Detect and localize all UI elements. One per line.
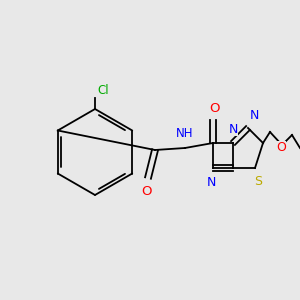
- Text: O: O: [209, 102, 220, 115]
- Text: Cl: Cl: [98, 83, 109, 97]
- Text: NH: NH: [176, 127, 193, 140]
- Text: N: N: [207, 176, 216, 188]
- Text: O: O: [141, 184, 152, 198]
- Text: O: O: [277, 141, 286, 154]
- Text: S: S: [254, 175, 262, 188]
- Text: N: N: [229, 123, 238, 136]
- Text: N: N: [250, 109, 259, 122]
